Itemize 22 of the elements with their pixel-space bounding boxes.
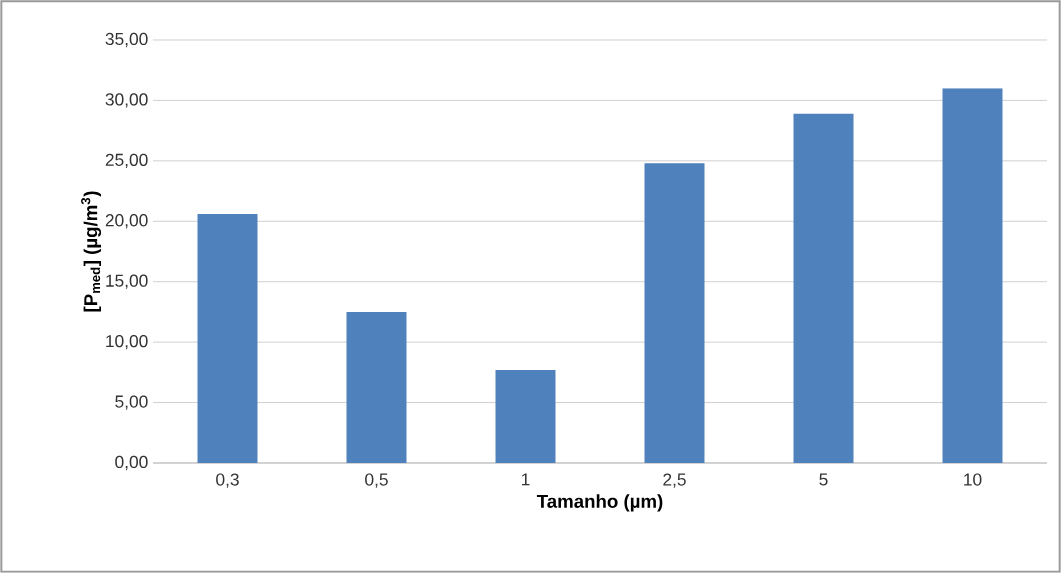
- y-tick-label: 10,00: [106, 334, 148, 350]
- x-tick-label: 1: [522, 473, 530, 486]
- bar: [644, 163, 705, 463]
- y-tick-label: 5,00: [115, 395, 148, 410]
- x-tick-label: 10: [964, 473, 982, 486]
- y-tick-label: 15,00: [106, 274, 148, 289]
- bar: [346, 311, 407, 463]
- y-tick-label: 0,00: [115, 455, 148, 471]
- y-tick-label: 30,00: [105, 93, 148, 108]
- y-tick-label: 35,00: [105, 32, 148, 48]
- x-axis-title: Tamanho (µm): [536, 494, 663, 512]
- x-tick-label: 0,3: [216, 473, 239, 488]
- bar: [942, 88, 1003, 463]
- x-tick-label: 5: [819, 473, 828, 486]
- x-tick-label: 2,5: [663, 473, 686, 488]
- y-tick-label: 20,00: [105, 214, 148, 229]
- bar: [793, 113, 854, 463]
- y-axis-title: [P$_{med}$] (µg/m$^{3}$): [81, 191, 102, 312]
- bar: [197, 214, 258, 463]
- y-tick-label: 25,00: [105, 153, 148, 169]
- bar: [495, 369, 556, 463]
- x-tick-label: 0,5: [365, 473, 388, 488]
